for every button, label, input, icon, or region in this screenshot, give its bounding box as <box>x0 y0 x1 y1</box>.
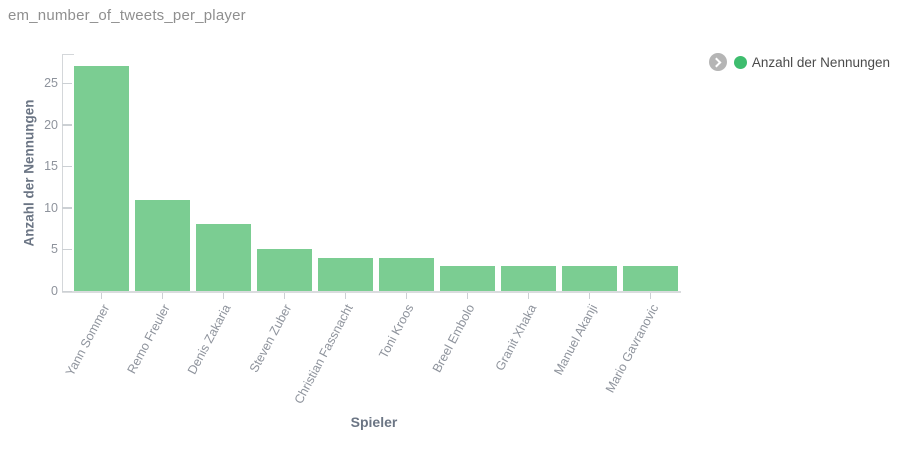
y-tick-label: 20 <box>44 117 58 132</box>
x-tick <box>100 293 103 299</box>
x-tick <box>344 293 347 299</box>
y-tick <box>62 82 72 85</box>
y-tick <box>62 248 72 251</box>
y-axis-line <box>62 54 63 292</box>
x-tick <box>588 293 591 299</box>
x-tick-label: Christian Fassnacht <box>291 302 356 407</box>
legend-series-label: Anzahl der Nennungen <box>751 54 890 70</box>
x-tick-label: Manuel Akanji <box>550 302 600 378</box>
bar <box>257 249 312 291</box>
x-tick <box>405 293 408 299</box>
legend: Anzahl der Nennungen <box>708 53 890 71</box>
bar <box>74 66 129 291</box>
bar <box>562 266 617 291</box>
y-tick-label: 5 <box>51 242 58 257</box>
x-tick-label: Remo Freuler <box>124 302 173 377</box>
bar <box>440 266 495 291</box>
x-tick-label: Denis Zakaria <box>185 302 234 377</box>
x-axis-line <box>62 291 681 293</box>
y-tick-label: 25 <box>44 76 58 91</box>
bar <box>135 199 190 291</box>
y-axis-top-cap <box>62 54 74 55</box>
x-tick <box>161 293 164 299</box>
chevron-right-icon <box>711 57 722 67</box>
y-tick <box>62 165 72 168</box>
x-tick-label: Toni Kroos <box>376 302 417 361</box>
y-tick <box>62 290 72 292</box>
bar <box>623 266 678 291</box>
legend-expander-button[interactable] <box>708 53 727 71</box>
x-tick <box>283 293 286 299</box>
x-tick-label: Breel Embolo <box>430 302 478 375</box>
bar <box>379 257 434 291</box>
y-tick <box>62 207 72 209</box>
x-axis-title: Spieler <box>350 414 398 430</box>
y-tick-label: 0 <box>51 284 58 298</box>
legend-item[interactable]: Anzahl der Nennungen <box>733 54 890 70</box>
bar <box>196 224 251 291</box>
legend-series-swatch-icon <box>733 55 747 69</box>
bar <box>318 257 373 291</box>
x-tick <box>466 293 469 299</box>
y-tick-label: 15 <box>44 159 58 174</box>
bar <box>501 266 556 291</box>
x-tick-label: Yann Sommer <box>62 302 112 379</box>
x-tick <box>527 293 530 299</box>
x-tick-label: Steven Zuber <box>247 302 295 375</box>
x-tick <box>222 293 225 299</box>
chart-title: em_number_of_tweets_per_player <box>8 7 246 24</box>
y-tick-label: 10 <box>44 200 58 215</box>
x-tick-label: Granit Xhaka <box>492 302 539 374</box>
x-tick-label: Mario Gavranovic <box>602 302 661 396</box>
y-tick <box>62 124 72 126</box>
x-tick <box>649 293 652 299</box>
y-axis-title: Anzahl der Nennungen <box>21 99 37 247</box>
